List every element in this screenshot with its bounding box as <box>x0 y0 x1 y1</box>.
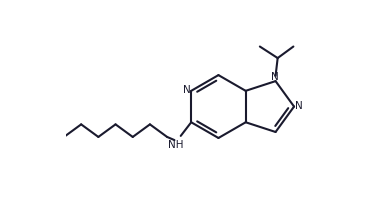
Text: NH: NH <box>168 140 183 150</box>
Text: N: N <box>271 72 278 82</box>
Text: N: N <box>183 85 190 95</box>
Text: N: N <box>295 101 303 111</box>
